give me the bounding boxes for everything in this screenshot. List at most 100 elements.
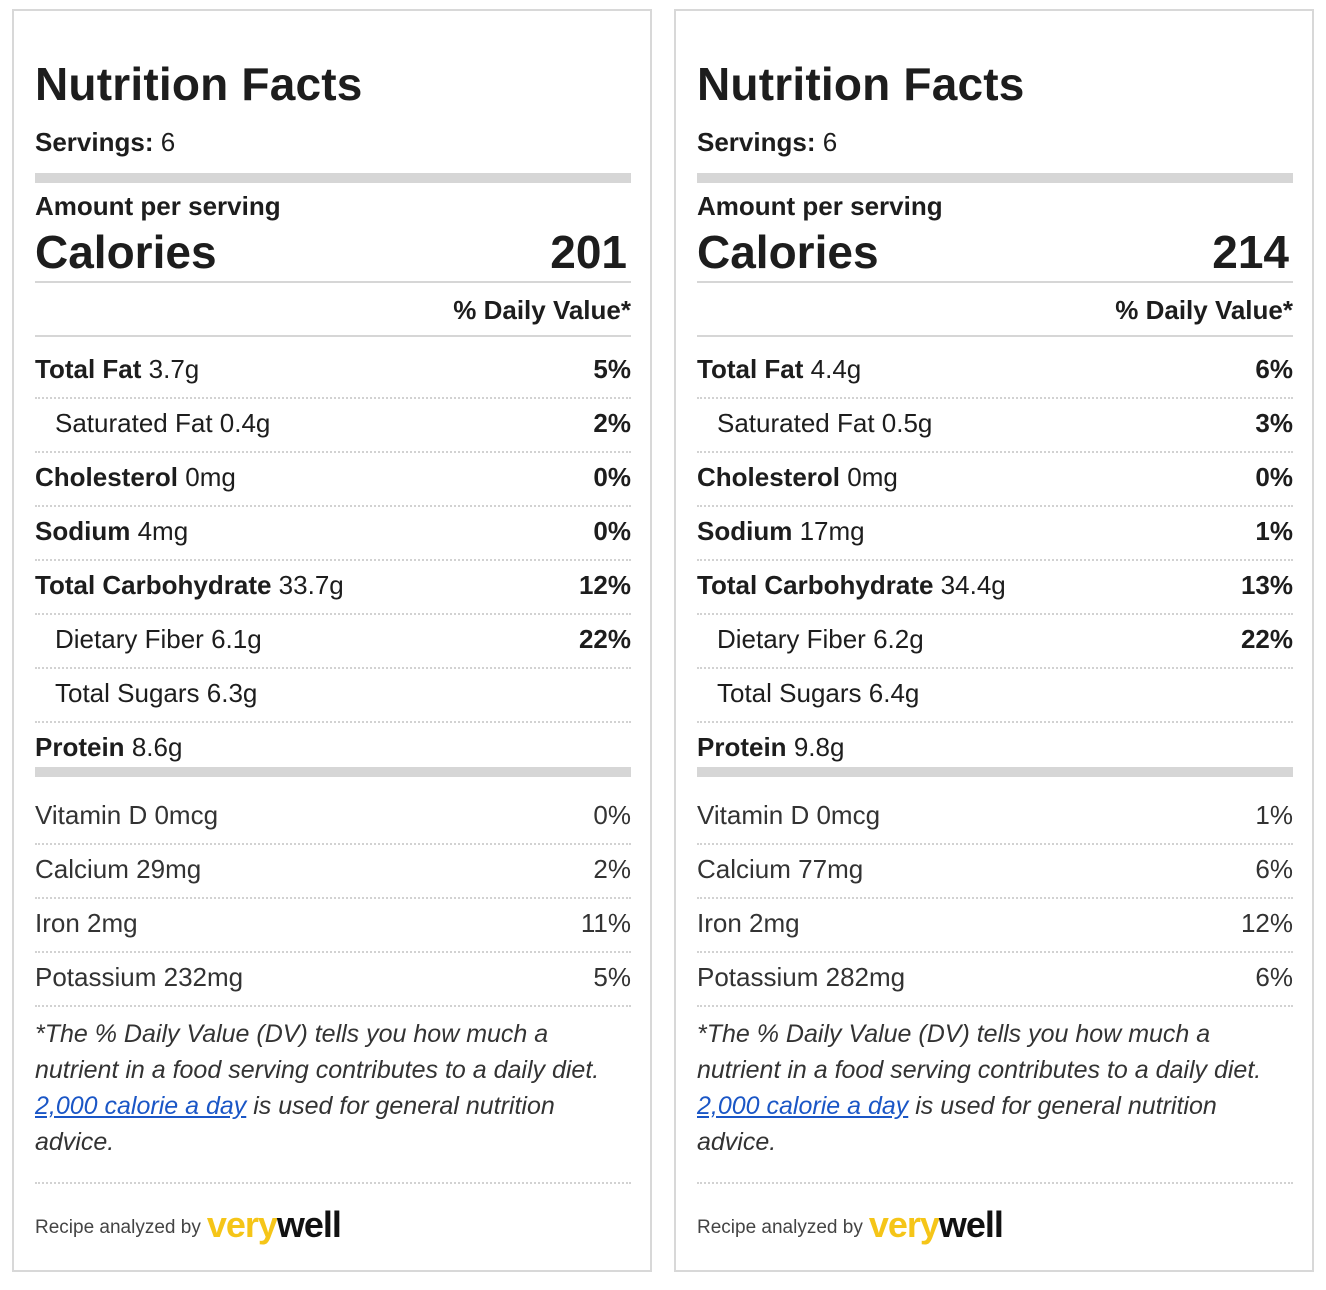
vitamin-amount: 0mcg: [154, 800, 219, 830]
vitamin-label: Potassium: [697, 962, 819, 992]
logo-well: well: [938, 1204, 1004, 1245]
nutrient-label: Dietary Fiber: [55, 624, 204, 654]
verywell-logo[interactable]: verywell: [868, 1204, 1004, 1246]
nutrient-amount: 3.7g: [148, 354, 200, 384]
nutrient-amount: 8.6g: [131, 732, 183, 762]
servings: Servings: 6: [35, 127, 175, 158]
nutrient-label: Total Sugars: [717, 678, 862, 708]
vitamin-row-potassium: Potassium 232mg 5%: [35, 953, 631, 1007]
panel-title: Nutrition Facts: [697, 58, 1025, 110]
vitamin-amount: 2mg: [749, 908, 800, 938]
nutrient-pct: 12%: [578, 570, 631, 600]
daily-value-footnote: *The % Daily Value (DV) tells you how mu…: [697, 1016, 1293, 1160]
nutrient-amount: 6.2g: [873, 624, 924, 654]
vitamin-row-iron: Iron 2mg 11%: [35, 899, 631, 953]
analyzed-by: Recipe analyzed by verywell: [35, 1204, 342, 1247]
vitamin-label: Vitamin D: [697, 800, 810, 830]
vitamin-pct: 6%: [1255, 854, 1293, 884]
vitamin-label: Calcium: [697, 854, 791, 884]
nutrient-label: Protein: [697, 732, 787, 762]
panel-title: Nutrition Facts: [35, 58, 363, 110]
vitamin-row-calcium: Calcium 77mg 6%: [697, 845, 1293, 899]
amount-per-serving: Amount per serving: [35, 191, 281, 221]
logo-very: very: [868, 1204, 940, 1245]
vitamin-row-iron: Iron 2mg 12%: [697, 899, 1293, 953]
nutrient-label: Total Carbohydrate: [697, 570, 934, 600]
divider: [35, 281, 631, 283]
nutrient-row-total-carbohydrate: Total Carbohydrate 33.7g 12%: [35, 561, 631, 615]
nutrient-pct: 0%: [593, 462, 631, 492]
nutrient-pct: 6%: [1255, 354, 1293, 384]
nutrition-panel-left: Nutrition Facts Servings: 6 Amount per s…: [12, 9, 652, 1272]
amount-per-serving: Amount per serving: [697, 191, 943, 221]
nutrient-row-protein: Protein 8.6g: [35, 723, 631, 777]
thick-divider: [35, 173, 631, 183]
nutrient-label: Cholesterol: [697, 462, 841, 492]
vitamin-label: Vitamin D: [35, 800, 148, 830]
nutrient-label: Total Sugars: [55, 678, 200, 708]
vitamin-amount: 282mg: [825, 962, 906, 992]
vitamin-amount: 0mcg: [816, 800, 881, 830]
vitamin-row-calcium: Calcium 29mg 2%: [35, 845, 631, 899]
nutrient-pct: 0%: [1255, 462, 1293, 492]
footnote-text: *The % Daily Value (DV) tells you how mu…: [35, 1020, 600, 1084]
vitamin-pct: 2%: [593, 854, 631, 884]
verywell-logo[interactable]: verywell: [206, 1204, 342, 1246]
nutrient-amount: 17mg: [799, 516, 865, 546]
calories-label: Calories: [697, 226, 879, 278]
nutrient-row-total-sugars: Total Sugars 6.4g: [697, 669, 1293, 723]
nutrient-pct: 2%: [593, 408, 631, 438]
nutrient-amount: 0mg: [847, 462, 898, 492]
logo-well: well: [276, 1204, 342, 1245]
nutrient-amount: 0mg: [185, 462, 236, 492]
footnote-text: *The % Daily Value (DV) tells you how mu…: [697, 1020, 1262, 1084]
nutrient-pct: 1%: [1255, 516, 1293, 546]
vitamin-amount: 77mg: [798, 854, 864, 884]
nutrient-amount: 0.5g: [881, 408, 933, 438]
calorie-link[interactable]: 2,000 calorie a day: [35, 1092, 247, 1120]
vitamin-row-vitamin-d: Vitamin D 0mcg 1%: [697, 791, 1293, 845]
nutrient-row-saturated-fat: Saturated Fat 0.4g 2%: [35, 399, 631, 453]
footnote-text: is used for general nutrition advice.: [697, 1092, 1217, 1156]
nutrient-row-total-carbohydrate: Total Carbohydrate 34.4g 13%: [697, 561, 1293, 615]
divider: [697, 335, 1293, 337]
nutrient-label: Sodium: [35, 516, 131, 546]
nutrient-label: Saturated Fat: [55, 408, 213, 438]
nutrient-row-total-fat: Total Fat 4.4g 6%: [697, 345, 1293, 399]
nutrient-label: Saturated Fat: [717, 408, 875, 438]
nutrient-pct: 13%: [1240, 570, 1293, 600]
nutrient-label: Sodium: [697, 516, 793, 546]
thick-divider: [697, 767, 1293, 777]
vitamin-pct: 12%: [1240, 908, 1293, 938]
vitamin-pct: 5%: [593, 962, 631, 992]
nutrient-pct: 22%: [1240, 624, 1293, 654]
nutrient-label: Total Carbohydrate: [35, 570, 272, 600]
nutrient-label: Total Fat: [697, 354, 804, 384]
vitamin-label: Calcium: [35, 854, 129, 884]
servings: Servings: 6: [697, 127, 837, 158]
vitamin-pct: 1%: [1255, 800, 1293, 830]
daily-value-header: % Daily Value*: [1115, 295, 1293, 325]
nutrient-pct: 5%: [593, 354, 631, 384]
nutrient-pct: 3%: [1255, 408, 1293, 438]
calorie-link[interactable]: 2,000 calorie a day: [697, 1092, 909, 1120]
nutrient-row-dietary-fiber: Dietary Fiber 6.2g 22%: [697, 615, 1293, 669]
vitamin-pct: 6%: [1255, 962, 1293, 992]
calories-value: 214: [1212, 226, 1289, 278]
servings-value: 6: [822, 127, 838, 157]
nutrient-label: Cholesterol: [35, 462, 179, 492]
nutrient-row-cholesterol: Cholesterol 0mg 0%: [697, 453, 1293, 507]
thick-divider: [35, 767, 631, 777]
nutrient-amount: 9.8g: [793, 732, 845, 762]
daily-value-header: % Daily Value*: [453, 295, 631, 325]
nutrient-row-total-fat: Total Fat 3.7g 5%: [35, 345, 631, 399]
logo-very: very: [206, 1204, 278, 1245]
nutrient-amount: 6.4g: [868, 678, 920, 708]
nutrient-row-sodium: Sodium 4mg 0%: [35, 507, 631, 561]
servings-label: Servings:: [697, 127, 816, 157]
divider: [697, 1182, 1293, 1184]
analyzed-by-text: Recipe analyzed by: [35, 1217, 201, 1238]
vitamin-label: Potassium: [35, 962, 157, 992]
vitamin-label: Iron: [697, 908, 742, 938]
calories-row: Calories 214: [697, 225, 1293, 283]
